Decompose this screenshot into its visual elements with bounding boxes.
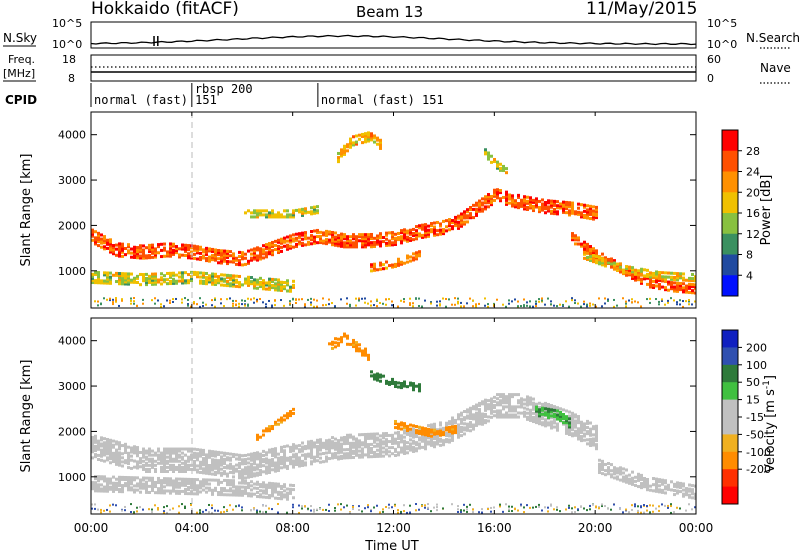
colorbar-swatch — [722, 130, 738, 152]
nave-tick-hi: 60 — [707, 53, 721, 66]
freq-label: Freq. — [8, 53, 35, 66]
colorbar-swatch — [722, 213, 738, 235]
y-tick-label: 4000 — [58, 335, 86, 348]
station-title: Hokkaido (fitACF) — [91, 0, 239, 19]
x-tick-label: 16:00 — [477, 521, 512, 535]
colorbar-tick-label: 4 — [746, 269, 753, 282]
nsky-tick-lo: 10^0 — [52, 38, 82, 51]
x-tick-label: 20:00 — [578, 521, 613, 535]
cpid-segment-label: normal (fast) 151 — [94, 93, 217, 107]
colorbar-tick-label: -200 — [746, 463, 771, 476]
colorbar-swatch — [722, 347, 738, 366]
velocity-colorbar: 200 100 50 15 -15 -50 -100 -200 — [721, 329, 771, 505]
nsky-trace — [90, 34, 697, 46]
velocity-ylabel: Slant Range [km] — [19, 360, 34, 473]
x-tick-label: 00:00 — [679, 521, 714, 535]
nsky-tick-hi: 10^5 — [52, 17, 82, 30]
y-tick-label: 1000 — [58, 471, 86, 484]
x-tick-label: 12:00 — [376, 521, 411, 535]
colorbar-swatch — [722, 364, 738, 383]
colorbar-tick-label: -50 — [746, 428, 764, 441]
colorbar-tick-label: 100 — [746, 359, 767, 372]
colorbar-swatch — [722, 192, 738, 214]
colorbar-tick-label: 200 — [746, 341, 767, 354]
velocity-panel: 1000 2000 3000 4000 Slant Range [km] — [19, 317, 697, 515]
x-tick-label: 08:00 — [275, 521, 310, 535]
x-tick-label: 04:00 — [175, 521, 210, 535]
freq-tick-hi: 18 — [62, 53, 76, 66]
y-tick-label: 3000 — [58, 380, 86, 393]
colorbar-tick-label: 8 — [746, 249, 753, 262]
colorbar-swatch — [722, 233, 738, 255]
y-tick-label: 2000 — [58, 219, 86, 232]
y-tick-label: 1000 — [58, 265, 86, 278]
nsearch-tick-hi: 10^5 — [707, 17, 737, 30]
cpid-segment-label: rbsp 200 — [195, 82, 253, 96]
power-heatmap — [91, 131, 696, 308]
colorbar-tick-label: 16 — [746, 207, 760, 220]
nsearch-tick-lo: 10^0 — [707, 38, 737, 51]
power-ylabel: Slant Range [km] — [19, 154, 34, 267]
freq-panel: Freq. [MHz] 18 8 60 0 Nave — [3, 53, 791, 85]
colorbar-swatch — [722, 254, 738, 276]
y-tick-label: 4000 — [58, 129, 86, 142]
power-panel: 1000 2000 3000 4000 Slant Range [km] — [19, 111, 697, 309]
velocity-heatmap — [91, 332, 696, 514]
colorbar-swatch — [722, 486, 738, 505]
colorbar-tick-label: 12 — [746, 228, 760, 241]
power-colorbar: 28 24 20 16 12 8 4 — [721, 129, 760, 297]
nsky-panel: N.Sky 10^5 10^0 10^5 10^0 N.Search — [3, 17, 800, 51]
time-axis-label: Time UT — [364, 539, 418, 554]
colorbar-swatch — [722, 434, 738, 453]
y-tick-label: 2000 — [58, 425, 86, 438]
colorbar-tick-label: 15 — [746, 394, 760, 407]
colorbar-tick-label: 28 — [746, 145, 760, 158]
colorbar-tick-label: -15 — [746, 411, 764, 424]
cpid-segment-label: normal (fast) 151 — [321, 93, 444, 107]
colorbar-swatch — [722, 451, 738, 470]
colorbar-swatch — [722, 417, 738, 435]
y-tick-label: 3000 — [58, 174, 86, 187]
power-colorbar-label: Power [dB] — [759, 175, 774, 246]
x-tick-label: 00:00 — [74, 521, 109, 535]
beam-title: Beam 13 — [356, 3, 423, 21]
colorbar-tick-label: 50 — [746, 376, 760, 389]
nave-tick-lo: 0 — [707, 72, 714, 85]
nsky-label: N.Sky — [3, 31, 37, 45]
velocity-colorbar-label: Velocity [m s-1] — [762, 375, 778, 473]
colorbar-swatch — [722, 171, 738, 193]
colorbar-swatch — [722, 150, 738, 172]
colorbar-swatch — [722, 469, 738, 488]
nsearch-label: N.Search — [746, 31, 800, 45]
colorbar-swatch — [722, 382, 738, 401]
time-axis: 00:00 04:00 08:00 12:00 16:00 20:00 00:00 — [74, 112, 714, 535]
cpid-label: CPID — [5, 93, 37, 107]
freq-tick-lo: 8 — [68, 72, 75, 85]
freq-unit: [MHz] — [3, 67, 35, 80]
colorbar-swatch — [722, 399, 738, 418]
colorbar-tick-label: 24 — [746, 166, 760, 179]
colorbar-swatch — [722, 330, 738, 348]
colorbar-tick-label: 20 — [746, 186, 760, 199]
colorbar-tick-label: -100 — [746, 446, 771, 459]
colorbar-swatch — [722, 275, 738, 297]
nave-label: Nave — [760, 61, 791, 75]
date-title: 11/May/2015 — [586, 0, 698, 19]
